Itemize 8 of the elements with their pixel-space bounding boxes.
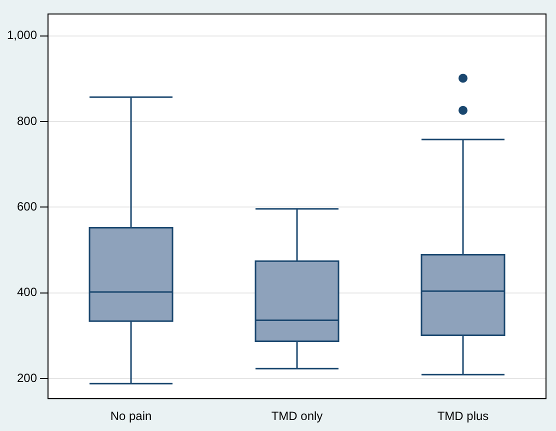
x-tick-label: No pain — [110, 409, 152, 424]
y-tick-label: 400 — [17, 285, 38, 300]
y-tick-label: 600 — [17, 199, 38, 214]
x-tick-label: TMD only — [271, 409, 323, 424]
x-tick-label: TMD plus — [437, 409, 489, 424]
y-tick-label: 800 — [17, 114, 38, 128]
y-tick-label: 1,000 — [7, 28, 38, 42]
y-tick-label: 200 — [17, 370, 38, 385]
